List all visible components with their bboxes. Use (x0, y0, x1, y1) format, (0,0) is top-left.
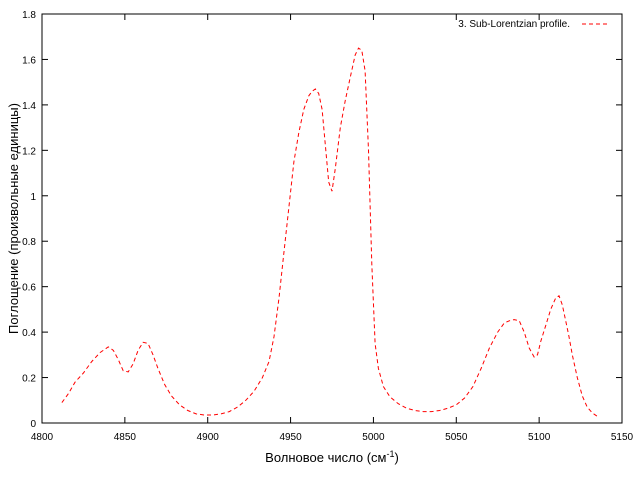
series-layer (61, 47, 598, 417)
y-axis-title: Поглощение (произвольные единицы) (6, 103, 21, 334)
y-tick-label: 1.4 (22, 101, 36, 112)
y-tick-label: 1 (30, 192, 36, 203)
x-tick-label: 5050 (445, 432, 468, 443)
legend: 3. Sub-Lorentzian profile. (458, 19, 610, 30)
x-axis: 4800 4850 4900 4950 5000 5050 5100 5150 (31, 14, 634, 443)
legend-label: 3. Sub-Lorentzian profile. (458, 19, 570, 30)
x-tick-label: 4850 (114, 432, 137, 443)
x-tick-label: 5100 (528, 432, 551, 443)
x-tick-label: 4800 (31, 432, 54, 443)
y-tick-label: 1.8 (22, 10, 36, 21)
y-tick-label: 0.2 (22, 374, 36, 385)
x-axis-title-text: Волновое число (см (265, 450, 386, 465)
y-tick-label: 0 (30, 419, 36, 430)
y-axis: 0 0.2 0.4 0.6 0.8 1 1.2 1.4 1.6 1.8 (22, 10, 622, 430)
x-axis-title-suffix: ) (395, 450, 399, 465)
plot-border (41, 13, 623, 424)
y-tick-label: 0.6 (22, 283, 36, 294)
series-line (61, 47, 598, 417)
y-tick-label: 0.8 (22, 237, 36, 248)
y-tick-label: 0.4 (22, 328, 36, 339)
x-tick-label: 4950 (279, 432, 302, 443)
y-tick-label: 1.6 (22, 55, 36, 66)
y-tick-label: 1.2 (22, 146, 36, 157)
plot-area (41, 13, 623, 424)
x-axis-title-superscript: -1 (386, 449, 394, 459)
x-axis-title: Волновое число (см-1) (265, 449, 399, 465)
x-tick-label: 5150 (611, 432, 634, 443)
x-tick-label: 4900 (197, 432, 220, 443)
x-tick-label: 5000 (362, 432, 385, 443)
